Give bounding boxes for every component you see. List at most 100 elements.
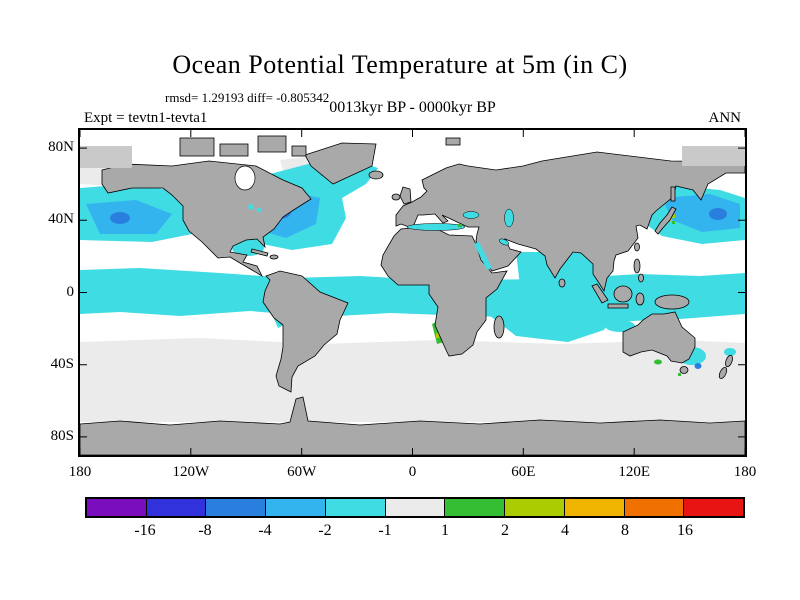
colorbar-segment-1 [87,499,147,516]
arctic-island-3 [257,135,287,153]
colorbar-tick-label: 4 [561,522,569,539]
red-sea [474,242,492,270]
x-axis-tick-label: 120E [618,464,651,480]
x-axis-tick-label: 120W [172,464,210,480]
java-island [607,303,629,309]
great-lake-2 [256,207,262,213]
cuba-island [250,248,269,257]
colorbar-segment-6 [385,499,446,516]
colorbar-tick-label: 8 [621,522,629,539]
northwest-pacific-strong-cooling [662,194,740,232]
colorbar-segment-11 [684,499,744,516]
continent-north-america [101,160,312,278]
britain-island [399,186,412,205]
arctic-island-2 [219,143,249,157]
y-axis-tick-label: 80N [48,139,74,156]
arctic-island-1 [179,137,215,157]
axis-tick-marks [80,130,745,455]
colorbar-segment-4 [266,499,326,516]
colorbar-tick-label: -8 [198,522,212,539]
iceland-island [368,170,384,180]
stats-line: rmsd= 1.29193 diff= -0.805342 [165,90,330,105]
philippines-luzon [633,258,641,274]
continent-antarctica [80,396,745,455]
svalbard-island [445,137,461,146]
new-guinea-island [654,294,690,310]
inland-seas-and-lakes [248,204,514,270]
madagascar-island [493,315,505,339]
colorbar-tick-label: -1 [378,522,392,539]
x-axis-tick-label: 60E [511,464,536,480]
northwest-australia-cooling-patch [605,320,635,332]
south-australia-warming-spot [654,359,662,365]
taiwan-island [634,242,640,252]
new-zealand-south-island [718,367,728,379]
hudson-bay [234,165,256,191]
sri-lanka-island [558,278,566,288]
persian-gulf [499,238,509,246]
colorbar-segment-7 [445,499,506,516]
islands [179,135,733,379]
y-axis-tick-label: 40S [50,355,74,372]
sea-ice-block-northwest [80,146,132,168]
northeast-pacific-cooling-core [110,212,130,224]
southern-neutral-band [80,338,745,422]
map-frame [78,128,747,457]
new-zealand-cooling-patch [724,348,736,356]
experiment-label: Expt = tevtn1-tevta1 [84,110,208,126]
benguela-warming-core [436,333,439,338]
great-lake-1 [248,204,254,210]
x-axis-tick-label: 180 [68,464,92,480]
continent-australia [622,311,696,364]
japan-islands [654,206,677,235]
arctic-island-4 [291,145,307,157]
colorbar-tick-label: -16 [134,522,156,539]
mediterranean-sea [406,223,466,231]
sulawesi-island [635,292,645,306]
tasman-warming-spot [678,373,681,376]
colorbar-tick-label: -2 [318,522,332,539]
sea-ice-blocks [80,146,745,168]
colorbar-segment-5 [325,499,386,516]
ireland-island [391,193,401,201]
x-axis-tick-label: 0 [408,464,417,480]
sea-ice-block-northeast [682,146,745,166]
colorbar-segment-2 [146,499,207,516]
new-zealand-north-island [725,354,733,368]
colorbar [85,497,745,518]
tasmania-cooling-spot [694,363,702,369]
japan-coast-warming-spot-3 [670,218,672,221]
season-label: ANN [708,110,742,126]
colorbar-tick-label: 2 [501,522,509,539]
japan-coast-warming-spot-4 [672,221,675,224]
black-sea [462,211,480,219]
caspian-sea [504,208,514,228]
colorbar-segment-10 [624,499,685,516]
y-axis-tick-label: 80S [50,427,74,444]
mediterranean-warming-spot [458,224,462,227]
plot-title: Ocean Potential Temperature at 5m (in C) [172,50,628,79]
japan-coast-warming-spot-2 [672,214,675,218]
colorbar-segment-3 [206,499,267,516]
world-map-svg [80,130,745,455]
philippines-mindanao [638,273,644,283]
borneo-island [613,285,633,303]
northwest-pacific-cooling-core [709,208,727,220]
x-axis-tick-label: 180 [733,464,757,480]
period-label: 0013kyr BP - 0000kyr BP [329,99,496,116]
hispaniola-island [269,254,279,260]
indian-ocean-cooling-patch [478,278,622,342]
x-axis-tick-label: 60W [287,464,317,480]
continent-south-america [262,270,349,393]
colorbar-tick-label: -4 [258,522,272,539]
colorbar-tick-label: 1 [441,522,449,539]
continent-greenland [304,142,377,185]
tasmania-island [679,366,689,374]
y-axis-tick-label: 40N [48,211,74,228]
colorbar-segment-8 [505,499,565,516]
colorbar-tick-label: 16 [677,522,693,539]
sakhalin-island [670,186,676,202]
sumatra-island [591,283,609,304]
colorbar-segment-9 [564,499,625,516]
